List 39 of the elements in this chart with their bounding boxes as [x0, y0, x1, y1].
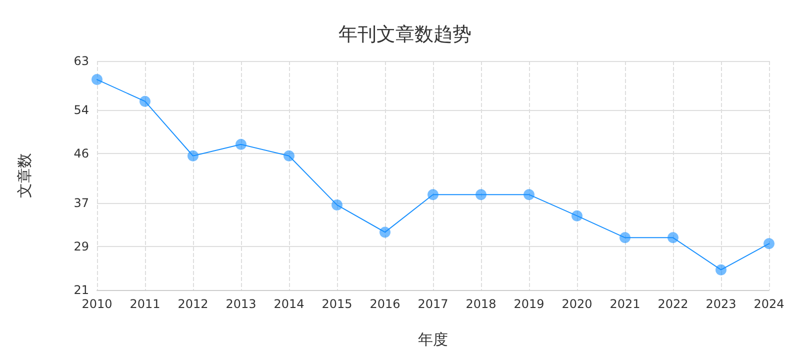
chart-title: 年刊文章数趋势: [338, 24, 472, 46]
y-tick-label: 63: [74, 54, 89, 68]
x-tick-label: 2010: [82, 297, 112, 311]
point: [716, 264, 726, 276]
point: [92, 74, 102, 86]
x-tick-label: 2018: [466, 297, 496, 311]
x-tick-label: 2012: [178, 297, 208, 311]
x-tick-label: 2014: [274, 297, 304, 311]
x-tick-label: 2017: [418, 297, 448, 311]
point: [476, 189, 486, 200]
y-tick-label: 37: [74, 196, 89, 210]
x-tick-label: 2021: [610, 297, 640, 311]
point: [572, 210, 582, 222]
x-tick-label: 2019: [514, 297, 544, 311]
point: [188, 150, 198, 162]
point: [620, 232, 630, 244]
x-tick-label: 2016: [370, 297, 400, 311]
point: [140, 96, 150, 107]
y-tick-label: 54: [74, 103, 89, 118]
point: [524, 189, 534, 200]
point: [380, 226, 390, 238]
x-tick-label: 2013: [226, 297, 256, 311]
x-tick-label: 2015: [322, 297, 352, 311]
y-axis-title: 文章数: [16, 153, 34, 198]
point: [284, 150, 294, 162]
x-tick-label: 2023: [706, 297, 736, 311]
point: [428, 189, 438, 200]
x-tick-label: 2024: [754, 297, 784, 311]
x-axis-title: 年度: [418, 330, 448, 348]
y-tick-label: 46: [74, 146, 89, 161]
point: [668, 232, 678, 244]
x-tick-label: 2020: [562, 297, 592, 311]
x-tick-label: 2022: [658, 297, 688, 311]
point: [332, 199, 342, 210]
y-tick-label: 29: [74, 239, 89, 254]
point: [236, 138, 246, 150]
x-tick-label: 2011: [130, 297, 160, 311]
point: [764, 238, 774, 250]
y-tick-label: 21: [74, 283, 89, 297]
